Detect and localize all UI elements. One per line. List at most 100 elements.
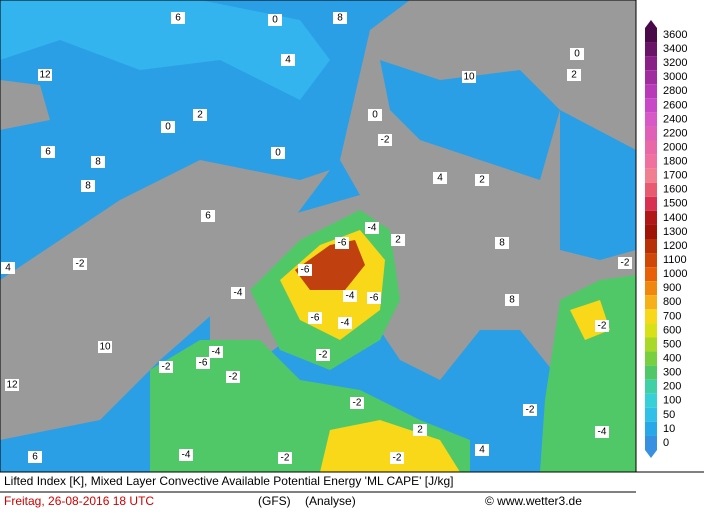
- contour-label-box: [5, 379, 19, 391]
- contour-label: -6: [301, 265, 310, 276]
- legend-label: 2000: [663, 141, 687, 153]
- caption: Lifted Index [K], Mixed Layer Convective…: [4, 474, 453, 488]
- contour-label-box: [281, 54, 295, 66]
- contour-label-box: [413, 424, 427, 436]
- legend-swatch: [645, 140, 657, 155]
- cape-low-zone: [0, 0, 330, 100]
- contour-label-box: [91, 156, 105, 168]
- contour-label: -2: [353, 398, 362, 409]
- contour-label: -2: [281, 453, 290, 464]
- contour-label: 2: [571, 70, 577, 81]
- legend-label: 1000: [663, 268, 687, 280]
- legend-swatch: [645, 309, 657, 324]
- contour-label: -6: [311, 313, 320, 324]
- contour-label: -2: [162, 362, 171, 373]
- contour-label-box: [433, 172, 447, 184]
- legend-label: 400: [663, 352, 681, 364]
- legend-label: 10: [663, 423, 675, 435]
- legend-label: 600: [663, 324, 681, 336]
- contour-label-box: [365, 222, 379, 234]
- contour-label-box: [308, 312, 322, 324]
- contour-label-box: [179, 449, 193, 461]
- contour-label: -6: [199, 358, 208, 369]
- contour-label: 10: [463, 72, 475, 83]
- cape-zone: [320, 420, 460, 472]
- legend-swatch: [645, 351, 657, 366]
- contour-label-box: [391, 234, 405, 246]
- contour-label: 4: [5, 263, 11, 274]
- contour-label: 12: [39, 70, 51, 81]
- contour-label-box: [367, 292, 381, 304]
- contour-label-box: [226, 371, 240, 383]
- contour-label: 6: [32, 452, 38, 463]
- contour-label-box: [595, 320, 609, 332]
- contour-label: 4: [285, 55, 291, 66]
- contour-label-box: [268, 14, 282, 26]
- legend-label: 200: [663, 381, 681, 393]
- contour-label-box: [28, 451, 42, 463]
- contour-label-box: [171, 12, 185, 24]
- contour-label: -2: [381, 135, 390, 146]
- legend-label: 2800: [663, 85, 687, 97]
- contour-label-box: [350, 397, 364, 409]
- contour-label: 6: [205, 211, 211, 222]
- contour-label-box: [390, 452, 404, 464]
- legend-label: 1200: [663, 240, 687, 252]
- contour-label-box: [193, 109, 207, 121]
- legend-swatch: [645, 253, 657, 268]
- legend-swatch: [645, 435, 657, 451]
- legend-label: 2200: [663, 127, 687, 139]
- contour-label: 0: [372, 110, 378, 121]
- contour-label-box: [368, 109, 382, 121]
- legend-arrow: [645, 20, 657, 28]
- legend-label: 300: [663, 367, 681, 379]
- contour-label-box: [333, 12, 347, 24]
- legend-label: 100: [663, 395, 681, 407]
- legend-swatch: [645, 421, 657, 436]
- legend-label: 500: [663, 338, 681, 350]
- legend-swatch: [645, 210, 657, 225]
- contour-label-box: [38, 69, 52, 81]
- legend-swatch: [645, 239, 657, 254]
- contour-label-box: [595, 426, 609, 438]
- contour-label-box: [495, 237, 509, 249]
- contour-label: 6: [175, 13, 181, 24]
- contour-label: -6: [370, 293, 379, 304]
- contour-label-box: [462, 71, 476, 83]
- contour-label-box: [73, 258, 87, 270]
- contour-label: -4: [341, 318, 350, 329]
- contour-label: 8: [85, 181, 91, 192]
- contour-label: -2: [76, 259, 85, 270]
- contour-label: 0: [574, 49, 580, 60]
- stable-zone: [0, 80, 50, 130]
- contour-label-box: [1, 262, 15, 274]
- legend-swatch: [645, 267, 657, 282]
- contour-label-box: [201, 210, 215, 222]
- contour-label: -4: [368, 223, 377, 234]
- legend-label: 3200: [663, 57, 687, 69]
- legend-arrow: [645, 450, 657, 458]
- legend-swatch: [645, 42, 657, 57]
- legend-swatch: [645, 393, 657, 408]
- contour-label: -2: [393, 453, 402, 464]
- legend-swatch: [645, 27, 657, 43]
- legend-label: 900: [663, 282, 681, 294]
- legend-label: 3000: [663, 71, 687, 83]
- legend-swatch: [645, 365, 657, 380]
- contour-label: 0: [272, 15, 278, 26]
- contour-label-box: [523, 404, 537, 416]
- legend-swatch: [645, 224, 657, 239]
- contour-label-box: [338, 317, 352, 329]
- date: Freitag, 26-08-2016 18 UTC: [4, 494, 154, 508]
- contour-label: -4: [182, 450, 191, 461]
- legend-swatch: [645, 70, 657, 85]
- legend-swatch: [645, 281, 657, 296]
- contour-label: 4: [479, 445, 485, 456]
- contour-label: 0: [275, 148, 281, 159]
- legend-swatch: [645, 56, 657, 71]
- legend-label: 1500: [663, 198, 687, 210]
- contour-label: 2: [197, 110, 203, 121]
- legend-swatch: [645, 112, 657, 127]
